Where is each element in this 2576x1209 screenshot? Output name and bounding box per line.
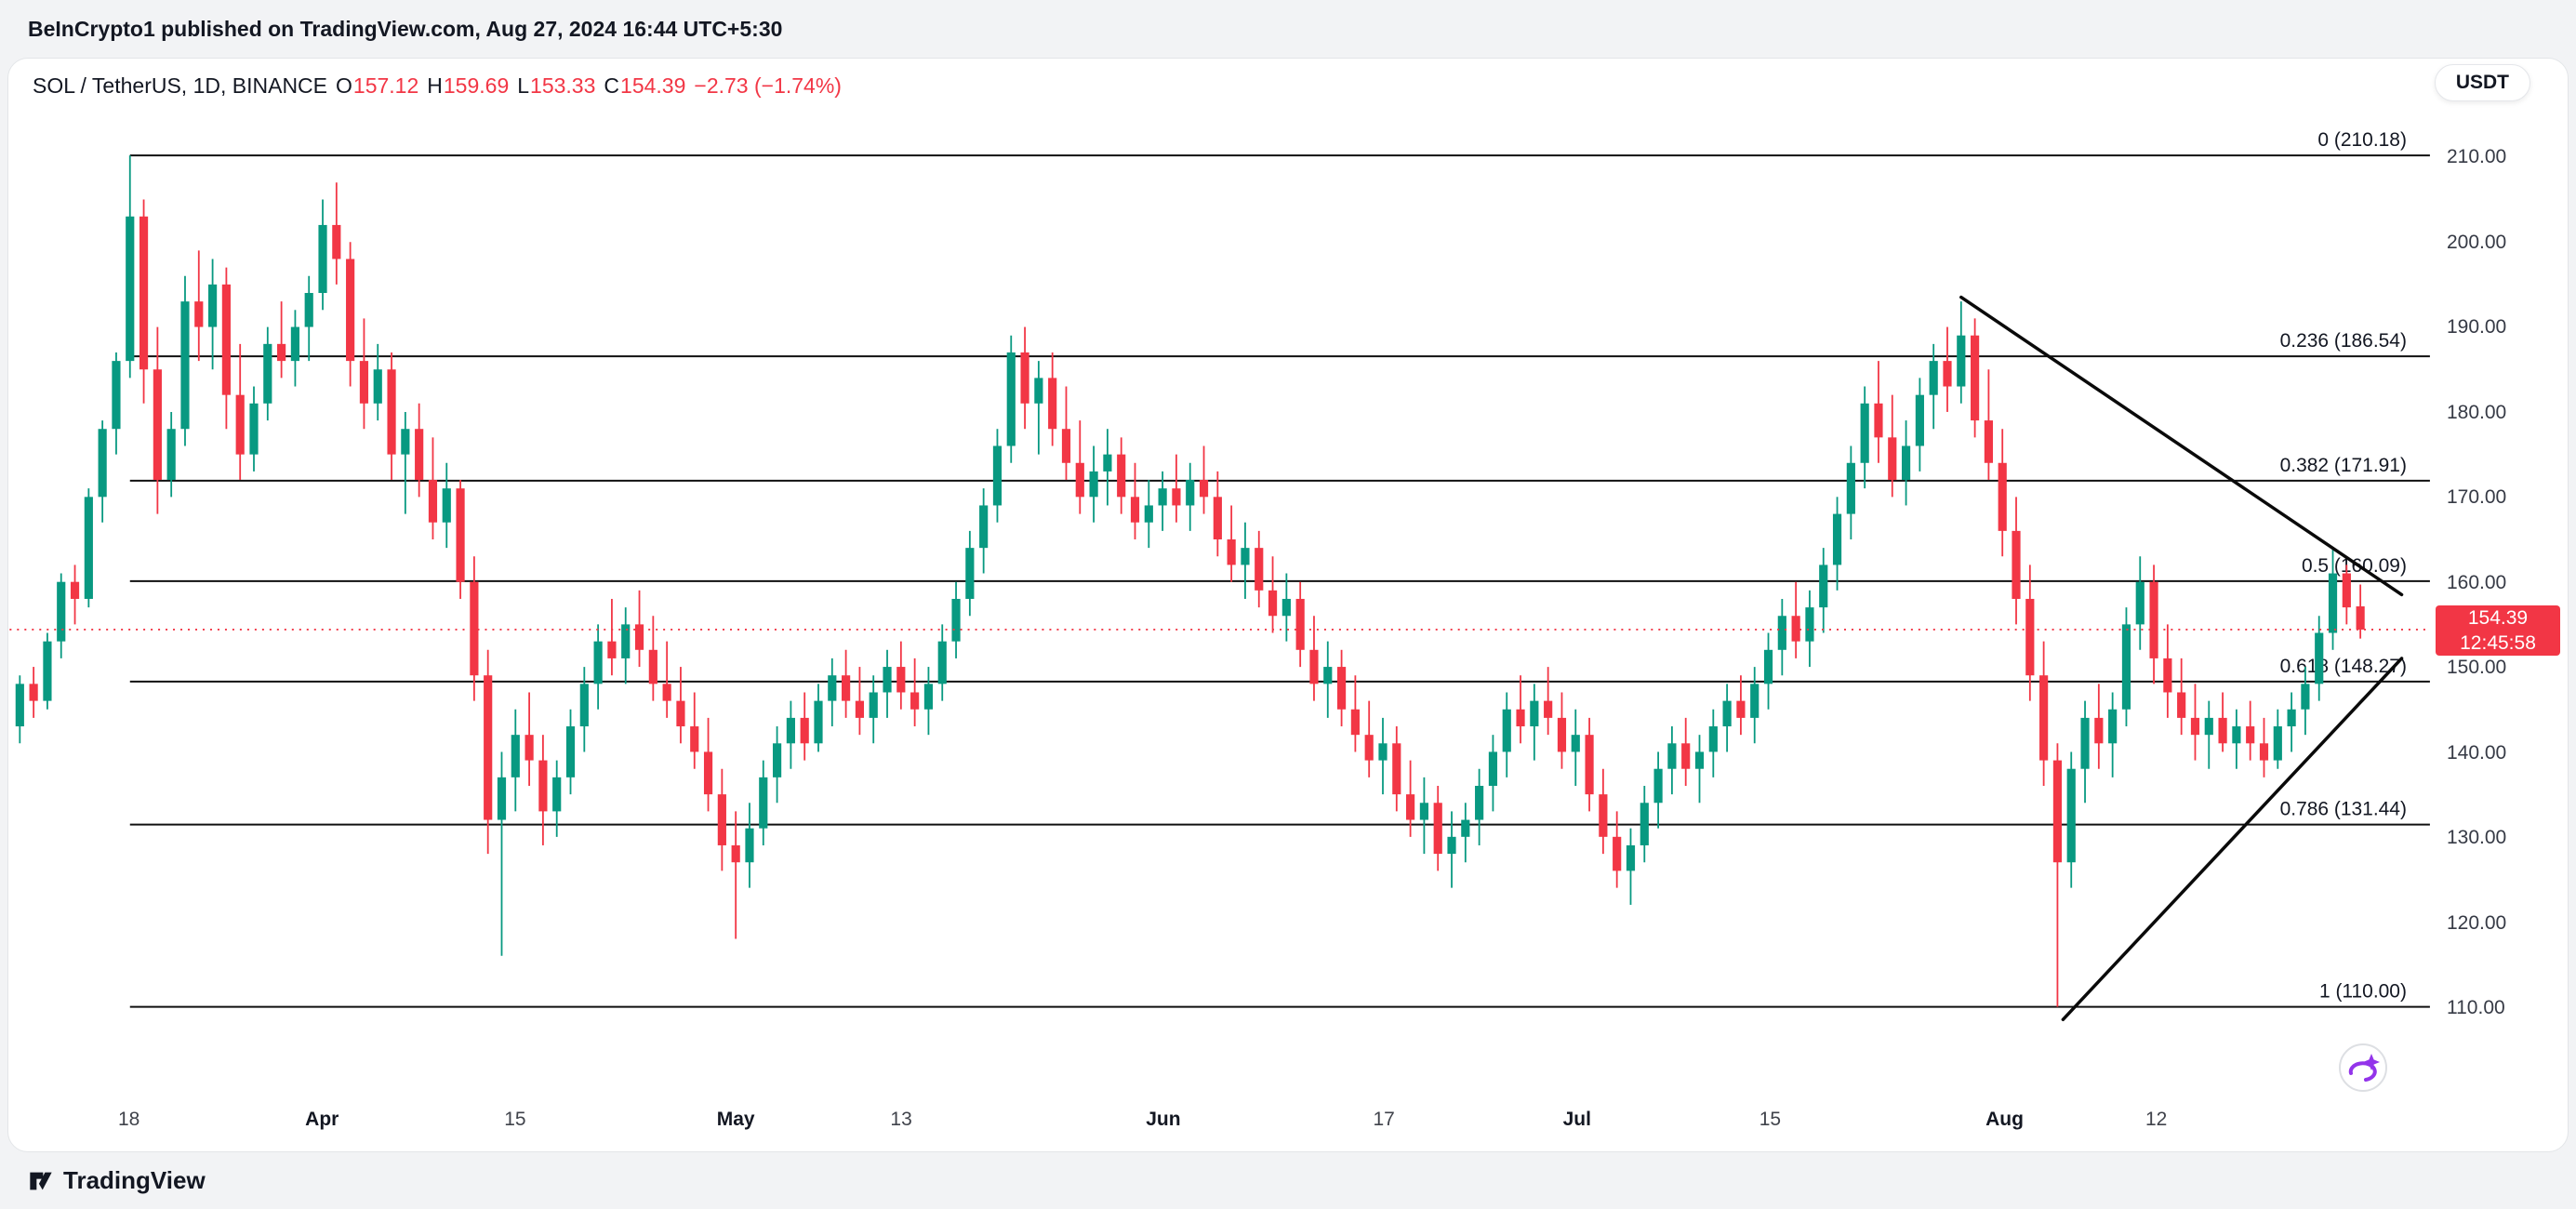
trendlines-layer	[1959, 295, 2404, 1022]
publish-header: BeInCrypto1 published on TradingView.com…	[0, 0, 2576, 58]
currency-toggle-button[interactable]: USDT	[2434, 64, 2530, 101]
price-tick-label: 140.00	[2447, 741, 2507, 764]
fib-retracement-layer: 0 (210.18) 0.236 (186.54) 0.382 (171.91) 0.…	[129, 129, 2430, 1008]
price-tick-label: 160.00	[2447, 571, 2507, 593]
price-tick-label: 200.00	[2447, 231, 2507, 253]
legend-low: L 153.33	[517, 73, 596, 98]
price-tick-label: 120.00	[2447, 911, 2507, 934]
fib-level-label: 0.236 (186.54)	[2280, 330, 2407, 352]
fib-level-label: 0 (210.18)	[2317, 129, 2407, 151]
price-tick-label: 180.00	[2447, 401, 2507, 423]
publish-info-text: BeInCrypto1 published on TradingView.com…	[28, 16, 783, 41]
last-price-badge: 154.39 12:45:58	[2436, 604, 2560, 656]
bar-countdown: 12:45:58	[2460, 631, 2536, 654]
legend-change: −2.73 (−1.74%)	[694, 73, 842, 98]
price-tick-label: 130.00	[2447, 827, 2507, 849]
last-price-value: 154.39	[2467, 606, 2529, 629]
candlestick-chart[interactable]: 0 (210.18) 0.236 (186.54) 0.382 (171.91) 0.…	[8, 59, 2568, 1151]
footer-bar: TradingView	[0, 1152, 2576, 1209]
reaction-icon[interactable]	[2338, 1043, 2388, 1093]
price-tick-label: 210.00	[2447, 146, 2507, 167]
legend-open: O 157.12	[336, 73, 419, 98]
chart-card: 0 (210.18) 0.236 (186.54) 0.382 (171.91) 0.…	[7, 58, 2569, 1152]
fib-level-label: 0.382 (171.91)	[2280, 455, 2407, 476]
fib-level-label: 0.618 (148.27)	[2280, 656, 2407, 677]
tradingview-logo-icon[interactable]	[28, 1168, 54, 1194]
price-tick-label: 170.00	[2447, 486, 2507, 509]
fib-level-label: 0.786 (131.44)	[2280, 799, 2407, 820]
chart-legend: SOL / TetherUS, 1D, BINANCE O 157.12 H 159…	[33, 70, 842, 101]
tradingview-brand[interactable]: TradingView	[63, 1166, 206, 1194]
fib-level-label: 0.5 (160.09)	[2302, 555, 2407, 577]
price-tick-label: 110.00	[2447, 997, 2505, 1019]
candles-layer	[15, 155, 2365, 1007]
legend-high: H 159.69	[427, 73, 510, 98]
fib-level-label: 1 (110.00)	[2319, 981, 2407, 1003]
price-axis[interactable]: 210.00 200.00 190.00 180.00 170.00 160.00 150.…	[2436, 59, 2568, 1151]
price-tick-label: 150.00	[2447, 657, 2507, 679]
symbol-title[interactable]: SOL / TetherUS, 1D, BINANCE	[33, 73, 328, 98]
price-tick-label: 190.00	[2447, 316, 2507, 339]
legend-close: C 154.39	[604, 73, 686, 98]
